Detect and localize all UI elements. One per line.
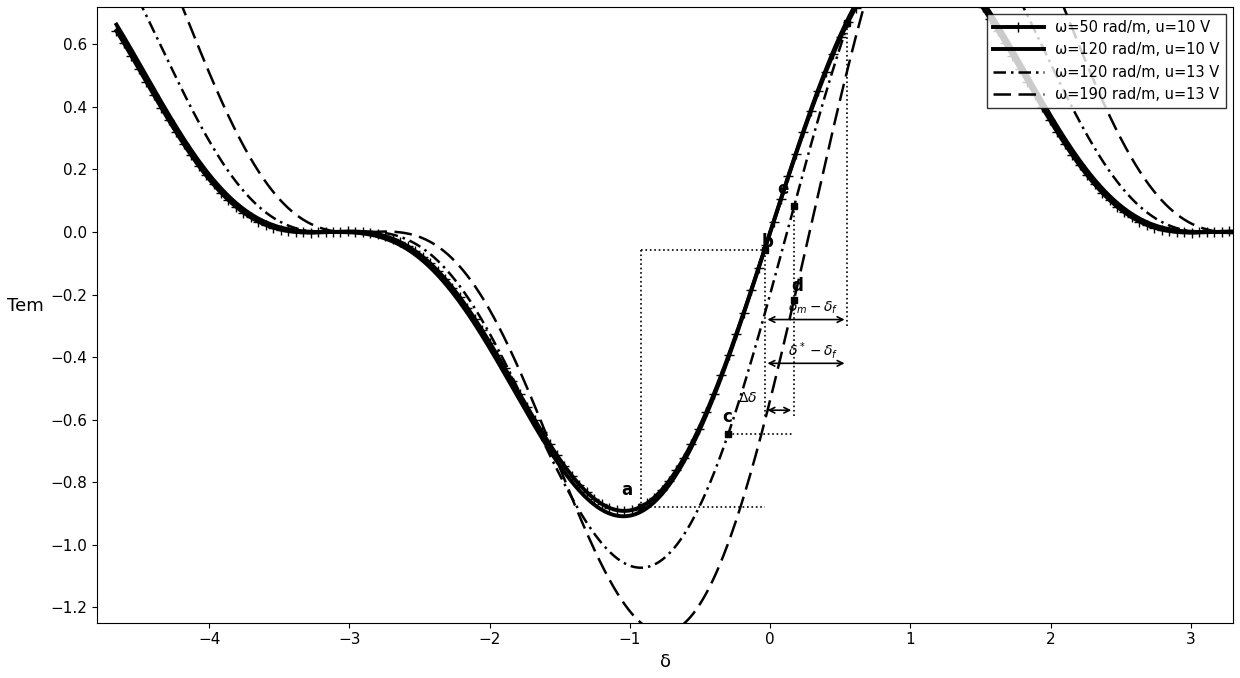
ω=120 rad/m, u=10 V [616,512,631,520]
ω=120 rad/m, u=13 V [1208,228,1223,237]
ω=50 rad/m, u=10 V [1229,227,1240,235]
Text: e: e [777,180,789,198]
ω=120 rad/m, u=13 V [538,443,553,451]
ω=120 rad/m, u=10 V [538,440,553,448]
ω=120 rad/m, u=13 V [237,188,252,196]
Text: $\Delta\delta$: $\Delta\delta$ [738,391,758,405]
ω=190 rad/m, u=13 V [1208,227,1223,235]
ω=50 rad/m, u=10 V [109,26,124,35]
ω=50 rad/m, u=10 V [616,507,631,515]
Line: ω=120 rad/m, u=10 V: ω=120 rad/m, u=10 V [117,0,1236,516]
ω=120 rad/m, u=10 V [1229,228,1240,237]
ω=120 rad/m, u=13 V [634,563,649,572]
ω=190 rad/m, u=13 V [587,546,601,554]
X-axis label: δ: δ [660,653,671,671]
ω=120 rad/m, u=10 V [587,500,601,508]
ω=50 rad/m, u=10 V [1086,180,1101,188]
Line: ω=120 rad/m, u=13 V: ω=120 rad/m, u=13 V [117,0,1236,567]
ω=120 rad/m, u=10 V [303,228,317,236]
ω=190 rad/m, u=13 V [656,629,671,637]
Line: ω=50 rad/m, u=10 V: ω=50 rad/m, u=10 V [112,0,1240,516]
ω=50 rad/m, u=10 V [237,209,252,217]
ω=50 rad/m, u=10 V [1208,228,1223,236]
Text: b: b [761,233,774,251]
ω=120 rad/m, u=13 V [587,530,601,538]
ω=50 rad/m, u=10 V [538,434,553,442]
ω=120 rad/m, u=10 V [237,205,252,214]
ω=190 rad/m, u=13 V [1229,228,1240,237]
Text: c: c [722,409,732,426]
ω=120 rad/m, u=13 V [303,227,317,235]
ω=120 rad/m, u=13 V [1086,143,1101,151]
ω=50 rad/m, u=10 V [303,228,317,237]
Line: ω=190 rad/m, u=13 V: ω=190 rad/m, u=13 V [117,0,1236,633]
Text: d: d [791,277,802,295]
Y-axis label: Tem: Tem [7,297,43,315]
Legend: ω=50 rad/m, u=10 V, ω=120 rad/m, u=10 V, ω=120 rad/m, u=13 V, ω=190 rad/m, u=13 : ω=50 rad/m, u=10 V, ω=120 rad/m, u=10 V,… [987,14,1226,108]
ω=190 rad/m, u=13 V [1086,77,1101,85]
Text: $\delta^*-\delta_f$: $\delta^*-\delta_f$ [787,340,838,361]
Text: a: a [621,481,632,499]
ω=120 rad/m, u=10 V [1208,228,1223,236]
ω=120 rad/m, u=13 V [1229,228,1240,236]
ω=120 rad/m, u=10 V [1086,175,1101,183]
Text: $\delta_m-\delta_f$: $\delta_m-\delta_f$ [787,300,838,316]
ω=190 rad/m, u=13 V [237,143,252,151]
ω=190 rad/m, u=13 V [538,429,553,437]
ω=190 rad/m, u=13 V [303,220,317,228]
ω=50 rad/m, u=10 V [587,495,601,503]
ω=120 rad/m, u=10 V [109,20,124,28]
